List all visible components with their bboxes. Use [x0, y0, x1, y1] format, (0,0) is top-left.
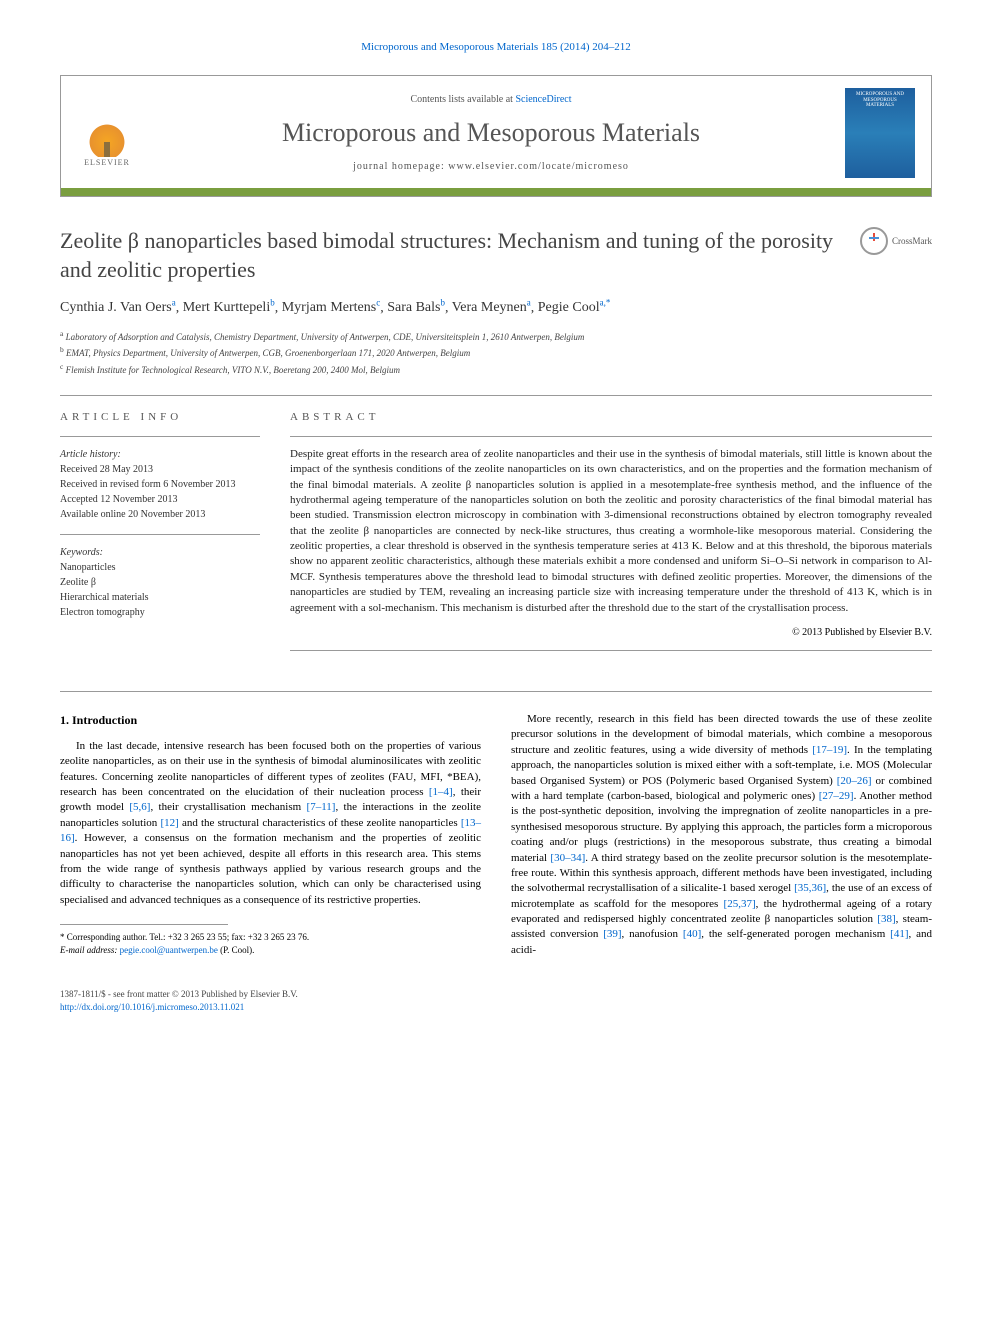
authors-line: Cynthia J. Van Oersa, Mert Kurttepelib, … — [60, 297, 932, 318]
ref-link[interactable]: [35,36] — [794, 882, 826, 894]
article-history-block: Article history: Received 28 May 2013 Re… — [60, 447, 260, 522]
info-divider — [60, 436, 260, 437]
section-1-heading: 1. Introduction — [60, 712, 481, 729]
footnote-separator — [60, 924, 228, 925]
journal-header-box: ELSEVIER Contents lists available at Sci… — [60, 75, 932, 197]
cover-thumb-title: MICROPOROUS AND MESOPOROUS MATERIALS — [849, 92, 911, 109]
sciencedirect-link[interactable]: ScienceDirect — [515, 94, 571, 105]
email-label: E-mail address: — [60, 945, 117, 955]
author-2[interactable]: Mert Kurttepelib — [183, 300, 275, 315]
accent-bar — [61, 188, 931, 196]
history-received: Received 28 May 2013 — [60, 464, 153, 475]
intro-paragraph-1: In the last decade, intensive research h… — [60, 739, 481, 908]
crossmark-icon — [860, 227, 888, 255]
keyword-3: Hierarchical materials — [60, 592, 149, 603]
ref-link[interactable]: [30–34] — [550, 852, 585, 864]
body-columns: 1. Introduction In the last decade, inte… — [60, 712, 932, 958]
homepage-label: journal homepage: — [353, 161, 448, 172]
abstract-column: ABSTRACT Despite great efforts in the re… — [290, 410, 932, 661]
ref-link[interactable]: [25,37] — [724, 898, 756, 910]
article-info-column: ARTICLE INFO Article history: Received 2… — [60, 410, 260, 661]
history-label: Article history: — [60, 449, 121, 460]
page-footer: 1387-1811/$ - see front matter © 2013 Pu… — [60, 988, 932, 1013]
author-4[interactable]: Sara Balsb — [387, 300, 445, 315]
contents-prefix: Contents lists available at — [410, 94, 515, 105]
author-5[interactable]: Vera Meynena — [452, 300, 531, 315]
elsevier-tree-icon — [82, 107, 132, 157]
doi-link[interactable]: http://dx.doi.org/10.1016/j.micromeso.20… — [60, 1002, 244, 1012]
intro-paragraph-2: More recently, research in this field ha… — [511, 712, 932, 958]
info-divider — [60, 534, 260, 535]
body-column-left: 1. Introduction In the last decade, inte… — [60, 712, 481, 958]
keyword-2: Zeolite β — [60, 577, 96, 588]
ref-link[interactable]: [1–4] — [429, 786, 453, 798]
section-divider — [60, 691, 932, 692]
journal-homepage: journal homepage: www.elsevier.com/locat… — [157, 160, 825, 174]
article-title: Zeolite β nanoparticles based bimodal st… — [60, 227, 840, 284]
affiliation-c: c Flemish Institute for Technological Re… — [60, 361, 932, 378]
journal-name: Microporous and Mesoporous Materials — [157, 115, 825, 151]
body-column-right: More recently, research in this field ha… — [511, 712, 932, 958]
author-3[interactable]: Myrjam Mertensc — [282, 300, 380, 315]
keyword-4: Electron tomography — [60, 607, 145, 618]
abstract-heading: ABSTRACT — [290, 410, 932, 425]
abstract-text: Despite great efforts in the research ar… — [290, 447, 932, 616]
keywords-block: Keywords: Nanoparticles Zeolite β Hierar… — [60, 545, 260, 620]
ref-link[interactable]: [13–16] — [60, 817, 481, 844]
corr-email-name: (P. Cool). — [220, 945, 254, 955]
corr-email-link[interactable]: pegie.cool@uantwerpen.be — [120, 945, 218, 955]
author-6[interactable]: Pegie Coola,* — [538, 300, 611, 315]
affiliations: a Laboratory of Adsorption and Catalysis… — [60, 328, 932, 378]
abstract-divider-bottom — [290, 650, 932, 651]
article-info-heading: ARTICLE INFO — [60, 410, 260, 425]
history-accepted: Accepted 12 November 2013 — [60, 494, 177, 505]
keywords-label: Keywords: — [60, 547, 103, 558]
abstract-divider — [290, 436, 932, 437]
abstract-copyright: © 2013 Published by Elsevier B.V. — [290, 626, 932, 640]
top-citation: Microporous and Mesoporous Materials 185… — [60, 40, 932, 55]
journal-cover-thumbnail[interactable]: MICROPOROUS AND MESOPOROUS MATERIALS — [845, 88, 915, 178]
contents-available-line: Contents lists available at ScienceDirec… — [157, 93, 825, 107]
ref-link[interactable]: [20–26] — [837, 775, 872, 787]
affiliation-b: b EMAT, Physics Department, University o… — [60, 344, 932, 361]
corr-label: * Corresponding author. Tel.: +32 3 265 … — [60, 932, 309, 942]
elsevier-logo[interactable]: ELSEVIER — [77, 98, 137, 168]
history-online: Available online 20 November 2013 — [60, 509, 205, 520]
affiliation-a: a Laboratory of Adsorption and Catalysis… — [60, 328, 932, 345]
elsevier-label: ELSEVIER — [84, 157, 130, 168]
history-revised: Received in revised form 6 November 2013 — [60, 479, 236, 490]
ref-link[interactable]: [40] — [683, 928, 701, 940]
crossmark-badge[interactable]: CrossMark — [860, 227, 932, 255]
ref-link[interactable]: [7–11] — [307, 801, 336, 813]
ref-link[interactable]: [39] — [603, 928, 621, 940]
author-1[interactable]: Cynthia J. Van Oersa — [60, 300, 176, 315]
crossmark-label: CrossMark — [892, 235, 932, 248]
keyword-1: Nanoparticles — [60, 562, 116, 573]
ref-link[interactable]: [12] — [160, 817, 178, 829]
ref-link[interactable]: [41] — [890, 928, 908, 940]
ref-link[interactable]: [5,6] — [129, 801, 150, 813]
ref-link[interactable]: [27–29] — [819, 790, 854, 802]
ref-link[interactable]: [38] — [877, 913, 895, 925]
ref-link[interactable]: [17–19] — [812, 744, 847, 756]
issn-line: 1387-1811/$ - see front matter © 2013 Pu… — [60, 988, 932, 1001]
homepage-url[interactable]: www.elsevier.com/locate/micromeso — [448, 161, 629, 172]
section-divider — [60, 395, 932, 396]
corresponding-author-footnote: * Corresponding author. Tel.: +32 3 265 … — [60, 931, 481, 956]
